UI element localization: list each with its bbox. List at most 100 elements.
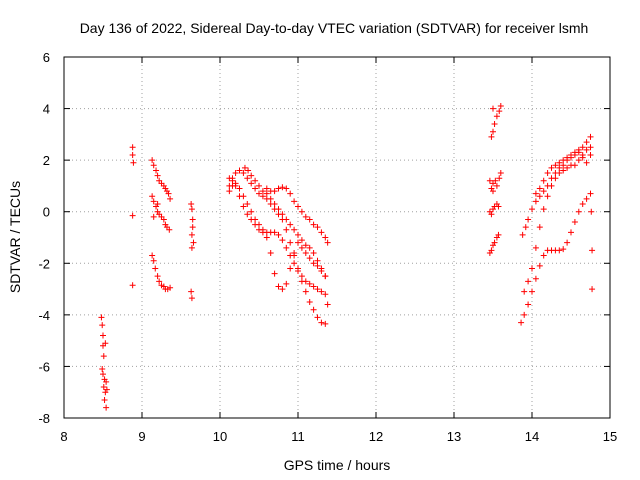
x-tick-label: 8 bbox=[60, 429, 67, 444]
data-point bbox=[150, 162, 157, 169]
x-tick-label: 13 bbox=[447, 429, 461, 444]
data-point bbox=[275, 231, 282, 238]
data-point bbox=[571, 219, 578, 226]
data-point bbox=[100, 332, 106, 339]
data-point bbox=[275, 283, 282, 290]
data-point bbox=[287, 190, 294, 197]
data-point bbox=[488, 247, 495, 254]
data-point bbox=[564, 164, 571, 171]
data-point bbox=[588, 208, 595, 215]
data-point bbox=[152, 265, 159, 272]
data-point bbox=[314, 314, 321, 321]
data-point bbox=[491, 121, 498, 128]
data-point bbox=[540, 188, 547, 195]
data-point bbox=[302, 288, 309, 295]
data-point bbox=[488, 133, 495, 140]
data-point bbox=[306, 216, 313, 223]
data-point bbox=[568, 229, 574, 236]
data-point bbox=[495, 231, 502, 238]
data-point bbox=[302, 278, 309, 285]
y-tick-label: -2 bbox=[38, 256, 50, 271]
data-point bbox=[587, 190, 594, 197]
data-point bbox=[532, 198, 539, 205]
data-point bbox=[583, 195, 590, 202]
data-point bbox=[583, 146, 590, 153]
data-point bbox=[306, 280, 313, 287]
data-point bbox=[188, 295, 195, 302]
data-point bbox=[244, 211, 251, 218]
data-point bbox=[521, 311, 528, 318]
data-point bbox=[240, 203, 247, 210]
data-points bbox=[98, 102, 596, 411]
data-point bbox=[150, 198, 157, 205]
data-point bbox=[298, 208, 305, 215]
data-point bbox=[544, 193, 551, 200]
data-point bbox=[492, 177, 499, 184]
data-point bbox=[188, 231, 195, 238]
data-point bbox=[314, 257, 321, 264]
data-point bbox=[102, 340, 109, 347]
data-point bbox=[232, 182, 239, 189]
data-point bbox=[556, 247, 563, 254]
data-point bbox=[579, 144, 586, 151]
data-point bbox=[100, 384, 107, 391]
data-point bbox=[544, 170, 551, 177]
data-point bbox=[589, 286, 596, 293]
data-point bbox=[188, 244, 195, 251]
data-point bbox=[241, 164, 248, 171]
data-point bbox=[236, 167, 243, 174]
data-point bbox=[490, 188, 496, 195]
data-point bbox=[529, 206, 535, 213]
series-arc-10.2c bbox=[226, 175, 329, 293]
data-point bbox=[229, 177, 236, 184]
data-point bbox=[236, 185, 243, 192]
data-point bbox=[99, 366, 106, 373]
data-point bbox=[560, 157, 567, 164]
data-point bbox=[529, 265, 535, 272]
data-point bbox=[149, 252, 156, 259]
data-point bbox=[248, 180, 255, 187]
data-point bbox=[291, 198, 298, 205]
data-point bbox=[496, 108, 503, 115]
data-point bbox=[287, 265, 294, 272]
data-point bbox=[314, 286, 321, 293]
data-point bbox=[129, 282, 136, 289]
data-point bbox=[310, 283, 317, 290]
data-point bbox=[295, 268, 301, 275]
data-point bbox=[150, 213, 157, 220]
data-point bbox=[283, 280, 290, 287]
data-point bbox=[287, 239, 294, 246]
data-point bbox=[548, 175, 555, 182]
data-point bbox=[291, 226, 298, 233]
data-point bbox=[302, 242, 309, 249]
data-point bbox=[532, 190, 539, 197]
data-point bbox=[263, 234, 270, 241]
data-point bbox=[322, 234, 329, 241]
data-point bbox=[324, 239, 331, 246]
data-point bbox=[153, 167, 160, 174]
grid-lines bbox=[64, 57, 610, 418]
data-point bbox=[486, 177, 493, 184]
data-point bbox=[540, 252, 547, 259]
data-point bbox=[583, 159, 590, 166]
data-point bbox=[275, 206, 282, 213]
data-point bbox=[491, 239, 498, 246]
data-point bbox=[287, 252, 294, 259]
y-tick-label: 4 bbox=[43, 102, 50, 117]
series-arc-9.15a bbox=[149, 157, 174, 202]
data-point bbox=[154, 273, 161, 280]
data-point bbox=[271, 188, 278, 195]
data-point bbox=[103, 386, 110, 393]
series-arc-13.9b bbox=[521, 144, 594, 295]
data-point bbox=[306, 255, 313, 262]
series-arc-13.5c bbox=[486, 200, 502, 218]
data-point bbox=[552, 162, 559, 169]
data-point bbox=[283, 185, 290, 192]
data-point bbox=[259, 229, 266, 236]
data-point bbox=[324, 301, 331, 308]
data-point bbox=[519, 231, 526, 238]
data-point bbox=[130, 159, 137, 166]
data-point bbox=[310, 249, 317, 256]
data-point bbox=[149, 157, 156, 164]
data-point bbox=[322, 320, 329, 327]
